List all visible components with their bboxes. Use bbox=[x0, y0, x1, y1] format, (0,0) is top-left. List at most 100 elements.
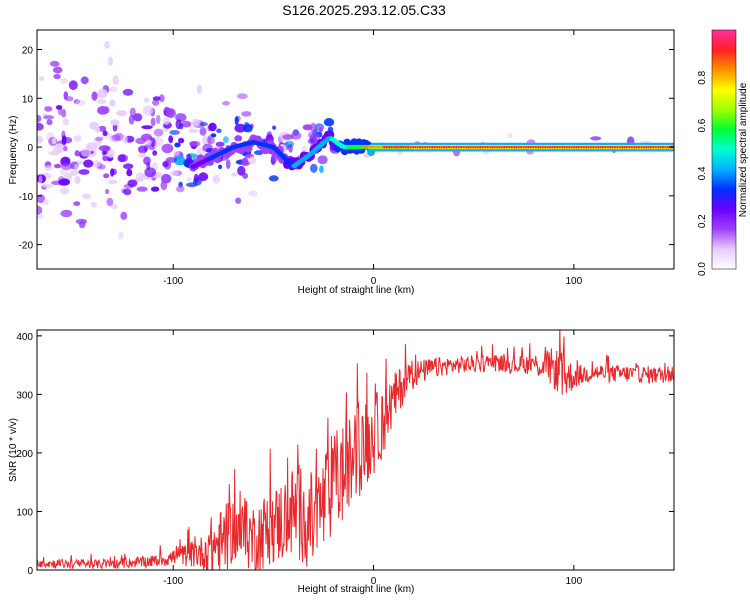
spectrogram-cell bbox=[60, 77, 68, 85]
snr-panel: -100 0 100 0 100 200 300 400 Height of straight… bbox=[8, 329, 675, 595]
spectrogram-cell bbox=[106, 197, 114, 207]
spectrogram-cell bbox=[160, 180, 168, 191]
spectrogram-cell bbox=[135, 137, 146, 145]
spectrogram-cell bbox=[215, 141, 225, 147]
spectrogram-cell bbox=[208, 122, 217, 132]
spectrogram-cell bbox=[150, 117, 156, 127]
spectrogram-cell bbox=[69, 170, 79, 176]
spectrogram-cell bbox=[290, 131, 302, 140]
snr-ytick-label: 100 bbox=[16, 507, 33, 518]
spectrogram-cell bbox=[111, 168, 117, 176]
spectrogram-cell bbox=[165, 108, 176, 119]
colorbar: 0.0 0.2 0.4 0.6 0.8 Normalized spectral ampl… bbox=[697, 29, 749, 276]
spectrogram-cell bbox=[74, 176, 81, 185]
spectrogram-cells bbox=[37, 40, 652, 240]
spectrogram-cell bbox=[235, 197, 242, 204]
spectrogram-cell bbox=[142, 105, 154, 116]
spectrogram-cell bbox=[37, 122, 44, 131]
spectrogram-cell bbox=[234, 135, 243, 142]
spectrogram-cell bbox=[268, 175, 279, 182]
spectrogram-cell bbox=[65, 96, 74, 102]
spectrogram-ytick-label: -10 bbox=[19, 192, 34, 203]
spectrogram-cell bbox=[237, 93, 248, 100]
spectrogram-frame bbox=[36, 29, 675, 270]
colorbar-gradient bbox=[711, 29, 737, 270]
spectrogram-cell bbox=[152, 96, 161, 101]
spectrogram-cell bbox=[43, 198, 49, 206]
spectrogram-cell bbox=[102, 155, 108, 161]
spectrogram-cell bbox=[37, 194, 45, 204]
spectrogram-cell bbox=[242, 172, 249, 179]
spectrogram-cell bbox=[590, 136, 602, 141]
spectrogram-cell bbox=[507, 133, 513, 139]
spectrogram-cell bbox=[272, 125, 277, 130]
spectrogram-cell bbox=[174, 142, 181, 148]
spectrogram-cell bbox=[73, 135, 82, 142]
spectrogram-ytick-label: 20 bbox=[22, 46, 34, 57]
spectrogram-cell bbox=[127, 179, 138, 187]
colorbar-tick-label: 0.6 bbox=[697, 118, 708, 132]
spectrogram-cell bbox=[178, 137, 185, 144]
spectrogram-cell bbox=[91, 91, 98, 101]
spectrogram-cell bbox=[241, 111, 252, 117]
spectrogram-cell bbox=[78, 220, 86, 229]
spectrogram-cell bbox=[37, 205, 43, 215]
spectrogram-cell bbox=[141, 125, 153, 130]
spectrogram-cell bbox=[43, 115, 54, 120]
spectrogram-cell bbox=[74, 150, 81, 157]
spectrogram-cell bbox=[234, 116, 239, 126]
spectrogram-cell bbox=[234, 123, 247, 133]
spectrogram-cell bbox=[138, 152, 147, 158]
spectrogram-cell bbox=[91, 160, 102, 168]
spectrogram-cell bbox=[104, 40, 110, 49]
spectrogram-cell bbox=[128, 115, 135, 125]
spectrogram-cell bbox=[212, 174, 220, 184]
spectrogram-cell bbox=[253, 150, 264, 156]
spectrogram-cell bbox=[144, 167, 156, 178]
snr-ytick-label: 300 bbox=[16, 390, 33, 401]
spectrogram-cell bbox=[198, 172, 209, 182]
spectrogram-cell bbox=[210, 133, 217, 138]
spectrogram-cell bbox=[109, 86, 118, 93]
spectrogram-cell bbox=[162, 161, 169, 168]
spectrogram-cell bbox=[38, 76, 45, 81]
spectrogram-cell bbox=[176, 185, 185, 193]
snr-xtick-label: -100 bbox=[163, 576, 183, 587]
spectrogram-xtick-label: -100 bbox=[163, 276, 183, 287]
spectrogram-cell bbox=[288, 144, 293, 153]
spectrogram-cell bbox=[63, 145, 68, 152]
spectrogram-cell bbox=[109, 99, 116, 107]
snr-frame bbox=[36, 329, 675, 571]
spectrogram-cell bbox=[102, 130, 108, 137]
colorbar-tick-label: 0.2 bbox=[697, 214, 708, 228]
spectrogram-cell bbox=[169, 170, 180, 177]
spectrogram-cell bbox=[105, 188, 110, 195]
spectrogram-cell bbox=[61, 108, 67, 118]
spectrogram-cell bbox=[116, 110, 128, 117]
snr-xlabel: Height of straight line (km) bbox=[298, 584, 415, 595]
spectrogram-ytick-label: -20 bbox=[19, 241, 34, 252]
spectrogram-cell bbox=[106, 149, 115, 159]
spectrogram-cell bbox=[173, 155, 186, 166]
spectrogram-cell bbox=[122, 88, 134, 96]
spectrogram-cell bbox=[62, 137, 73, 144]
spectrogram-cell bbox=[110, 204, 118, 210]
spectrogram-cell bbox=[73, 201, 81, 206]
spectrogram-cell bbox=[58, 178, 70, 186]
spectrogram-cell bbox=[44, 106, 53, 112]
spectrogram-cell bbox=[186, 182, 198, 188]
spectrogram-cell bbox=[85, 142, 98, 152]
spectrogram-cell bbox=[98, 125, 107, 132]
spectrogram-cell bbox=[318, 127, 323, 133]
spectrogram-cell bbox=[120, 211, 128, 220]
spectrogram-cell bbox=[168, 135, 174, 144]
spectrogram-cell bbox=[162, 117, 170, 125]
spectrogram-cell bbox=[49, 60, 60, 67]
spectrogram-cell bbox=[135, 172, 145, 180]
spectrogram-cell bbox=[136, 186, 148, 192]
spectrogram-cell bbox=[96, 88, 108, 99]
spectrogram-cell bbox=[155, 114, 161, 125]
spectrogram-cell bbox=[207, 135, 212, 144]
spectrogram-cell bbox=[249, 123, 254, 129]
colorbar-tick-label: 0.4 bbox=[697, 166, 708, 180]
